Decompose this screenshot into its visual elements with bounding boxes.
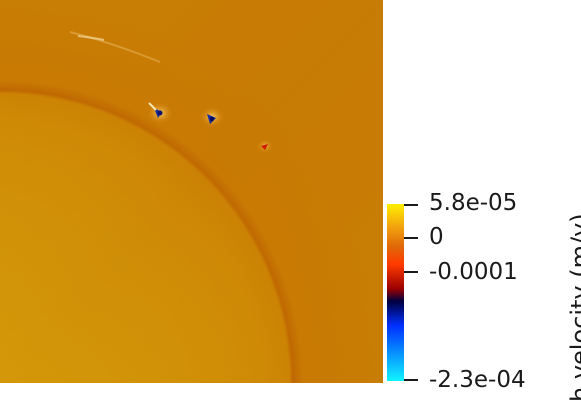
edge-streak [69,31,161,63]
small-dipole-2 [199,106,225,128]
colorbar-tick-zero [404,237,418,239]
colorbar-label-min: -2.3e-04 [429,367,526,393]
colorbar-title: h velocity (m/y) [566,213,581,402]
small-dipole-3 [256,138,274,154]
colorbar-tick-mid [404,271,418,273]
colorbar-label-mid: -0.0001 [429,259,518,285]
colorbar-gradient [387,204,404,381]
colorbar-label-zero: 0 [429,224,444,250]
colorbar-tick-min [404,379,418,381]
small-dipole-1 [146,101,174,125]
field-shading [0,0,383,383]
colorbar-label-max: 5.8e-05 [429,190,518,216]
colorbar-tick-max [404,204,418,206]
velocity-field-plot[interactable] [0,0,383,383]
